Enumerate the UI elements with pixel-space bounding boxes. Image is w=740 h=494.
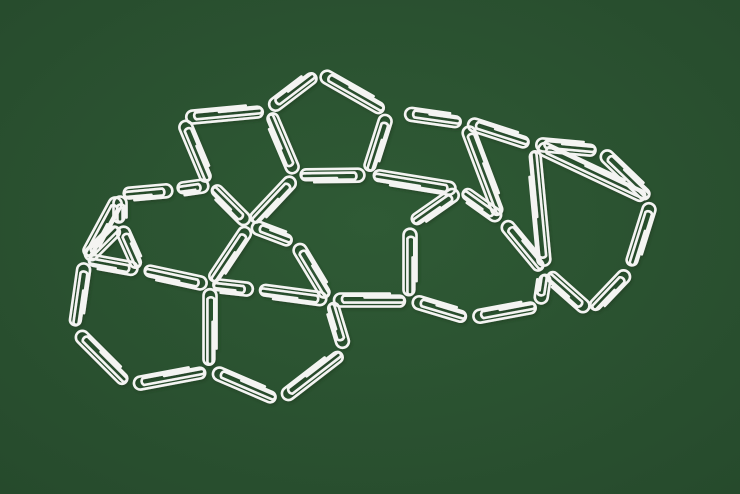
paperclip (363, 113, 393, 172)
paperclip (280, 350, 344, 402)
paperclip (267, 72, 318, 112)
paperclip (202, 287, 218, 366)
paperclip (143, 264, 208, 291)
paperclip (87, 253, 139, 277)
paperclip (250, 220, 293, 247)
paperclip (535, 137, 597, 157)
paperclip (461, 187, 503, 223)
paperclip (212, 278, 255, 297)
paperclip (625, 201, 657, 267)
paperclip (208, 225, 253, 283)
paperclip (528, 150, 552, 267)
paperclip (292, 242, 331, 299)
paperclip (266, 112, 300, 175)
paperclip (589, 269, 632, 312)
paperclip (112, 195, 128, 224)
paperclip (211, 366, 277, 404)
paperclip (533, 273, 552, 305)
paperclip (299, 167, 366, 184)
paperclip (176, 178, 210, 197)
paperclip (258, 283, 328, 307)
paperclip (472, 300, 537, 324)
paperclip (319, 69, 386, 115)
paperclip (68, 262, 92, 327)
paperclip (599, 149, 651, 201)
paperclip (132, 366, 207, 391)
paperclip (500, 219, 545, 272)
paperclip (537, 141, 647, 203)
paperclip (122, 183, 174, 202)
paperclip (403, 106, 462, 129)
paperclip (210, 184, 252, 227)
paperclip (184, 104, 265, 125)
paperclip (326, 301, 351, 350)
paperclip (332, 292, 407, 308)
paperclip (466, 117, 530, 149)
paperclip (410, 187, 460, 226)
paperclip (402, 227, 418, 297)
paperclip (461, 125, 504, 216)
paperclip (411, 294, 468, 323)
paperclip (74, 329, 129, 386)
